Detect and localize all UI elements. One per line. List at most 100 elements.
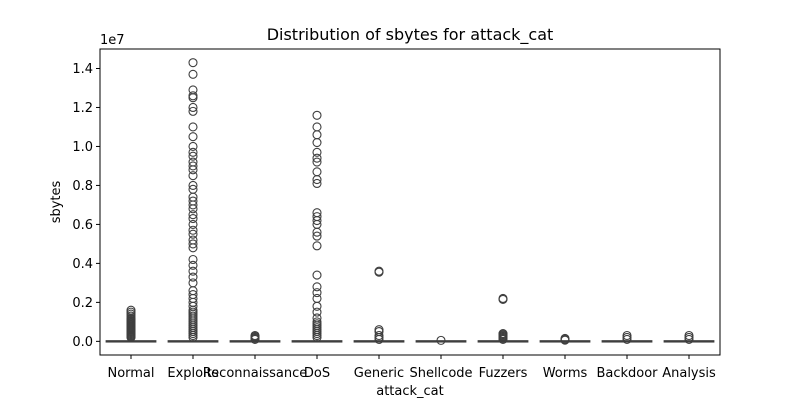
outlier-point	[312, 178, 322, 189]
outlier-point	[250, 330, 260, 341]
outlier-point	[126, 305, 136, 315]
box-group	[105, 305, 157, 343]
x-tick-label: DoS	[304, 366, 330, 381]
box-group	[291, 110, 343, 343]
outlier-point	[188, 85, 198, 95]
outlier-point	[312, 313, 322, 323]
x-tick-label: Backdoor	[596, 366, 658, 381]
box-group	[539, 333, 591, 345]
box-group	[229, 330, 281, 344]
outlier-point	[312, 241, 322, 251]
plot-frame	[99, 48, 721, 356]
outlier-point	[436, 335, 446, 345]
box-group	[415, 335, 467, 345]
outlier-point	[312, 317, 322, 327]
outlier-point	[622, 330, 632, 341]
outlier-point	[188, 225, 198, 235]
x-tick-label: Shellcode	[409, 366, 472, 381]
outlier-point	[188, 106, 198, 116]
y-tick-label: 0.4	[72, 257, 93, 272]
outlier-point	[188, 132, 198, 142]
box-group	[663, 330, 715, 344]
outlier-point	[188, 180, 198, 190]
outlier-point	[312, 288, 322, 298]
outlier-point	[188, 147, 198, 157]
outlier-point	[188, 219, 198, 229]
outlier-point	[312, 153, 322, 163]
outlier-point	[312, 147, 322, 157]
outlier-point	[188, 58, 198, 68]
outlier-point	[188, 235, 198, 245]
outlier-point	[188, 278, 198, 288]
outlier-point	[498, 293, 508, 304]
outlier-point	[312, 212, 322, 222]
outlier-point	[188, 290, 198, 300]
y-axis-title: sbytes	[49, 180, 64, 223]
outlier-point	[312, 293, 322, 304]
outlier-point	[188, 214, 198, 224]
outlier-point	[312, 138, 322, 148]
outlier-point	[312, 110, 322, 120]
outlier-point	[188, 254, 198, 265]
outlier-point	[188, 196, 198, 206]
outlier-point	[374, 325, 384, 335]
outlier-point	[188, 272, 198, 282]
outlier-point	[188, 151, 198, 161]
y-tick-label: 0.2	[72, 296, 93, 311]
box-group	[601, 330, 653, 344]
outlier-point	[188, 102, 198, 113]
y-scale-label: 1e7	[100, 33, 125, 48]
y-axis: 0.0 0.2 0.4 0.6 0.8 1.0 1.2 1.4	[72, 62, 100, 350]
outlier-point	[188, 184, 198, 194]
outlier-point	[312, 157, 322, 167]
x-tick-label: Reconnaissance	[203, 366, 308, 381]
outlier-point	[188, 69, 198, 79]
outlier-point	[188, 239, 198, 249]
outlier-point	[374, 266, 384, 276]
outlier-point	[188, 122, 198, 132]
x-tick-label: Worms	[543, 366, 588, 381]
y-tick-label: 0.8	[72, 179, 93, 194]
outlier-point	[312, 167, 322, 177]
outlier-point	[312, 231, 322, 241]
y-tick-label: 1.4	[72, 62, 93, 77]
y-tick-label: 0.6	[72, 218, 93, 233]
outlier-point	[188, 161, 198, 171]
y-tick-label: 0.0	[72, 335, 93, 350]
outlier-point	[188, 229, 198, 239]
outlier-point	[312, 301, 322, 311]
outlier-point	[312, 122, 322, 132]
y-tick-label: 1.2	[72, 101, 93, 116]
x-tick-label: Normal	[107, 366, 154, 381]
outlier-point	[188, 210, 198, 220]
outlier-point	[188, 266, 198, 276]
box-group	[353, 266, 405, 344]
x-tick-label: Fuzzers	[479, 366, 528, 381]
box-group	[477, 293, 529, 344]
outlier-point	[560, 333, 570, 343]
outlier-point	[188, 157, 198, 167]
x-axis-title: attack_cat	[376, 384, 444, 399]
outlier-point	[188, 260, 198, 270]
x-tick-label: Generic	[354, 366, 404, 381]
outlier-point	[498, 329, 508, 339]
outlier-point	[312, 307, 322, 317]
chart-title: Distribution of sbytes for attack_cat	[267, 25, 554, 45]
x-tick-label: Exploits	[167, 366, 218, 381]
outlier-point	[312, 130, 322, 140]
outlier-point	[188, 171, 198, 181]
outlier-point	[312, 270, 322, 280]
outlier-point	[684, 330, 694, 341]
box-group	[167, 58, 219, 343]
outlier-point	[312, 282, 322, 292]
y-tick-label: 1.0	[72, 140, 93, 155]
outlier-point	[188, 93, 198, 103]
outlier-point	[374, 330, 384, 341]
x-tick-label: Analysis	[662, 366, 716, 381]
outlier-point	[188, 141, 198, 152]
outlier-point	[188, 91, 198, 101]
plot-area	[105, 58, 715, 345]
outlier-point	[312, 208, 322, 218]
